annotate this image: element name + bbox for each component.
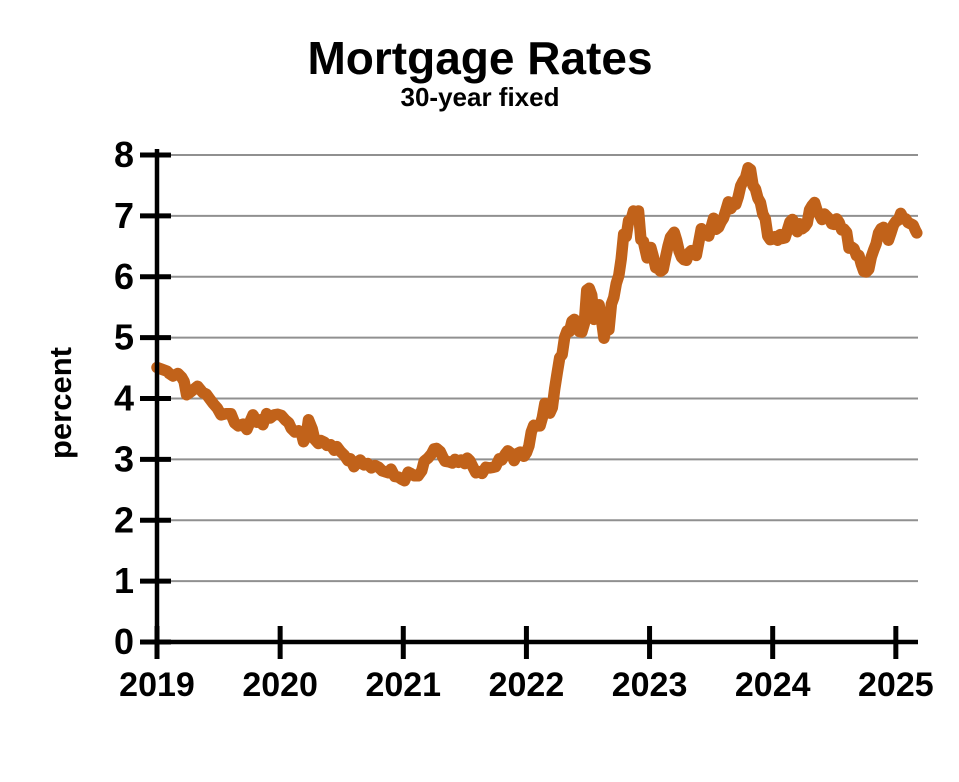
y-tick-label: 7	[114, 195, 134, 236]
rate-line	[151, 162, 923, 487]
chart-subtitle: 30-year fixed	[401, 82, 560, 112]
y-tick-label: 8	[114, 134, 134, 175]
x-tick-label: 2025	[858, 666, 934, 704]
y-tick-label: 4	[114, 378, 134, 419]
y-tick-label: 2	[114, 499, 134, 540]
y-axis-title: percent	[43, 347, 78, 459]
y-tick-label: 0	[114, 621, 134, 662]
y-tick-label: 5	[114, 317, 134, 358]
chart-title: Mortgage Rates	[307, 32, 652, 84]
x-tick-label: 2021	[365, 666, 441, 704]
x-tick-label: 2023	[612, 666, 688, 704]
y-tick-label: 1	[114, 560, 134, 601]
x-tick-label: 2024	[735, 666, 811, 704]
x-tick-label: 2022	[489, 666, 565, 704]
x-tick-label: 2020	[242, 666, 318, 704]
y-tick-label: 6	[114, 256, 134, 297]
y-tick-label: 3	[114, 438, 134, 479]
x-tick-label: 2019	[119, 666, 195, 704]
plot-area: 0 1 2 3 4 5 6 7 8 2019 2020 2021 2022 2023 2024 2025	[114, 134, 934, 704]
